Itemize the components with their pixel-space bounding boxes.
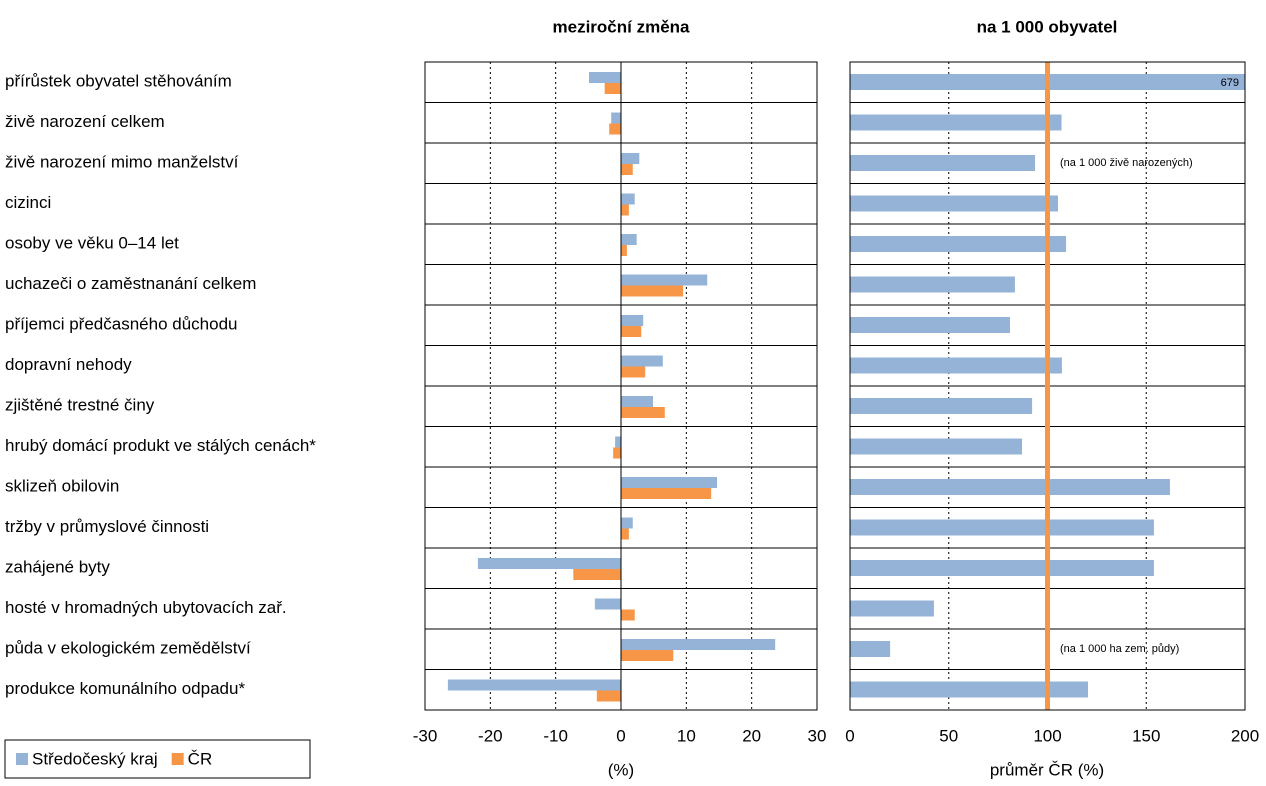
bar <box>588 72 621 83</box>
bar <box>621 315 644 326</box>
bar <box>850 641 891 657</box>
category-label: zahájené byty <box>5 558 110 577</box>
annotation: (na 1 000 ha zem. půdy) <box>1060 643 1179 655</box>
category-label: živě narození mimo manželství <box>5 153 239 172</box>
x-axis-title: průměr ČR (%) <box>990 760 1104 779</box>
bar <box>594 598 621 610</box>
subtitle: meziroční změna <box>553 17 691 36</box>
category-label: sklizeň obilovin <box>5 477 119 496</box>
bar <box>850 681 1088 698</box>
subtitle: na 1 000 obyvatel <box>977 17 1118 36</box>
legend-label: ČR <box>188 749 213 768</box>
bar <box>621 204 629 216</box>
legend-box <box>4 739 311 779</box>
bar <box>621 326 642 337</box>
bar <box>615 436 621 448</box>
bar <box>850 438 1023 455</box>
x-tick-label: 100 <box>1033 726 1061 745</box>
bar <box>621 650 674 661</box>
bar <box>850 276 1015 293</box>
bar <box>850 317 1010 333</box>
category-label: dopravní nehody <box>5 355 132 374</box>
x-tick-label: 20 <box>742 726 761 745</box>
bar <box>621 407 665 418</box>
bar <box>850 398 1033 414</box>
bar <box>621 234 637 245</box>
bar <box>850 74 1245 90</box>
data-label: 679 <box>1221 77 1239 89</box>
bar <box>477 558 621 569</box>
bar <box>850 155 1036 171</box>
bar <box>621 477 718 488</box>
bar <box>621 396 654 407</box>
bar <box>850 560 1154 576</box>
category-label: uchazeči o zaměstnanání celkem <box>5 274 256 293</box>
category-label: hosté v hromadných ubytovacích zař. <box>5 598 287 617</box>
bar <box>850 114 1062 131</box>
bar <box>621 285 684 297</box>
x-tick-label: -20 <box>478 726 503 745</box>
bar <box>604 83 621 94</box>
x-tick-label: -10 <box>543 726 568 745</box>
plot-frame <box>424 61 818 711</box>
category-label: půda v ekologickém zemědělství <box>5 639 251 658</box>
bars <box>447 72 776 702</box>
bar <box>613 447 621 459</box>
x-tick-label: 0 <box>845 726 854 745</box>
legend-swatch <box>171 753 184 765</box>
bar <box>850 600 934 617</box>
bar <box>573 569 621 580</box>
annotation: (na 1 000 živě narozených) <box>1060 157 1193 169</box>
category-label: produkce komunálního odpadu* <box>5 679 245 698</box>
bar <box>850 519 1154 536</box>
bar <box>596 690 621 702</box>
category-label: příjemci předčasného důchodu <box>5 315 237 334</box>
x-tick-label: 200 <box>1231 726 1259 745</box>
category-label: přírůstek obyvatel stěhováním <box>5 72 232 91</box>
bar <box>621 639 776 650</box>
bar <box>621 164 633 175</box>
plot-frame <box>849 61 1246 711</box>
bar <box>621 153 640 164</box>
bar <box>621 245 627 256</box>
bar <box>621 609 635 621</box>
bar <box>850 236 1067 252</box>
bar <box>621 193 635 205</box>
bar <box>850 479 1170 495</box>
bar <box>447 679 621 691</box>
x-tick-label: -30 <box>413 726 438 745</box>
x-tick-label: 0 <box>616 726 625 745</box>
bar <box>621 488 712 499</box>
x-tick-label: 10 <box>677 726 696 745</box>
legend-swatch <box>16 753 28 765</box>
x-tick-label: 50 <box>939 726 958 745</box>
x-tick-label: 150 <box>1132 726 1160 745</box>
bar <box>609 123 621 135</box>
bar <box>621 355 663 367</box>
legend-label: Středočeský kraj <box>32 749 158 768</box>
bar <box>621 274 708 286</box>
bar <box>621 528 629 540</box>
bar <box>611 112 621 124</box>
bar <box>850 195 1058 212</box>
category-label: živě narození celkem <box>5 112 165 131</box>
bars <box>850 74 1245 698</box>
x-tick-label: 30 <box>808 726 827 745</box>
category-label: tržby v průmyslové činnosti <box>5 517 209 536</box>
bar <box>621 517 633 529</box>
x-axis-title: (%) <box>608 760 634 779</box>
category-label: osoby ve věku 0–14 let <box>5 234 179 253</box>
category-label: cizinci <box>5 193 51 212</box>
bar <box>621 366 646 378</box>
bar <box>850 357 1062 374</box>
category-label: zjištěné trestné činy <box>5 396 155 415</box>
category-label: hrubý domácí produkt ve stálých cenách* <box>5 436 316 455</box>
